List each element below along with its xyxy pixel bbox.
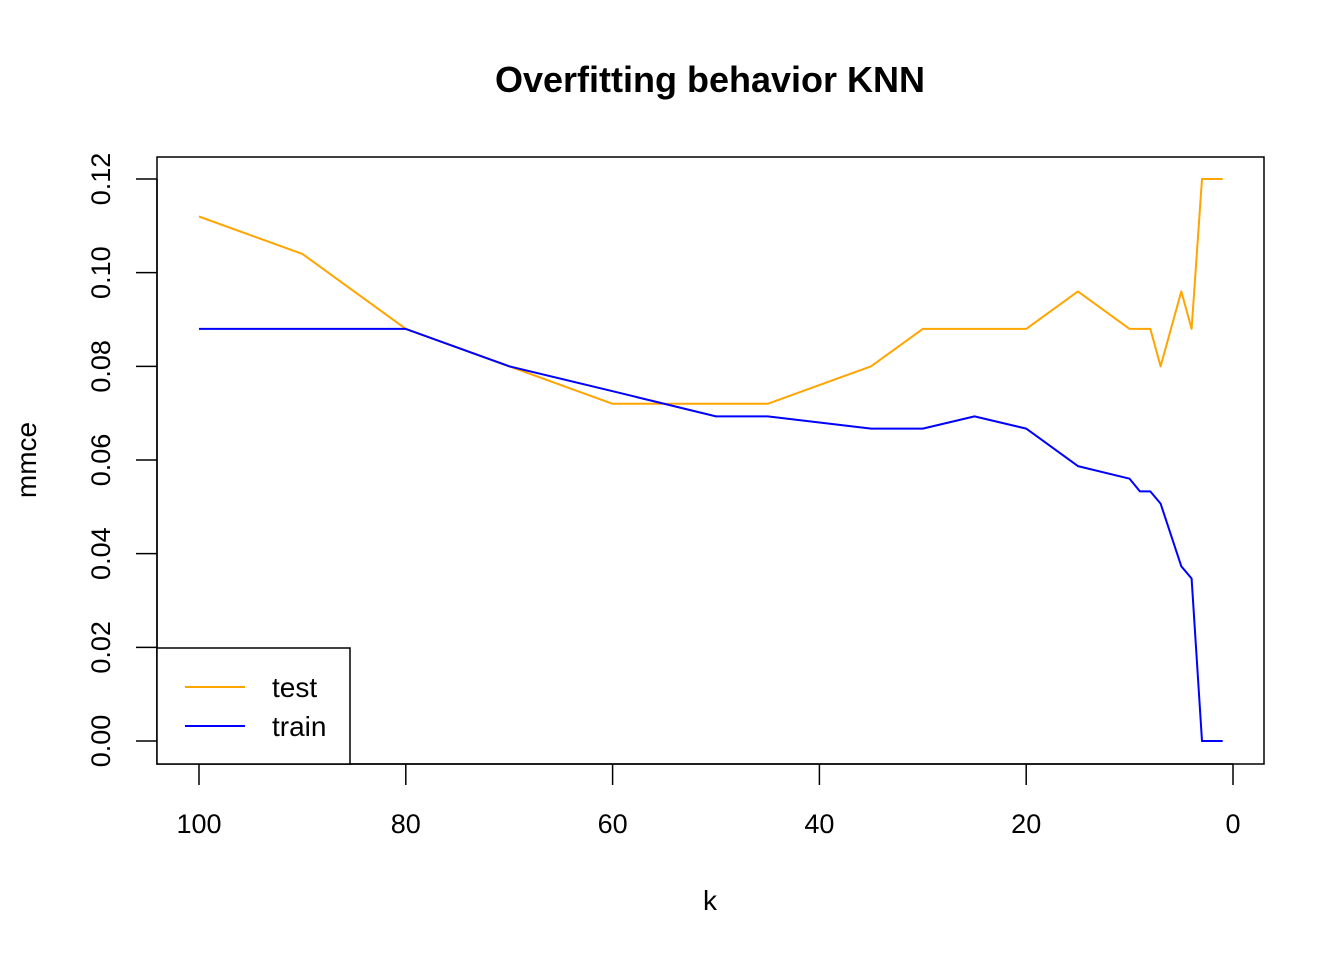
y-tick-label: 0.00 bbox=[86, 715, 116, 768]
y-tick-label: 0.12 bbox=[86, 153, 116, 206]
x-tick-label: 80 bbox=[391, 809, 421, 839]
series-line-train bbox=[199, 327, 1223, 742]
series-layer bbox=[198, 178, 1223, 742]
y-axis-label: mmce bbox=[11, 422, 42, 498]
x-axis-label: k bbox=[703, 885, 718, 916]
chart-title: Overfitting behavior KNN bbox=[495, 59, 925, 100]
series-line-test bbox=[198, 178, 1223, 405]
y-axis: 0.00 0.02 0.04 0.06 0.08 0.10 0.12 bbox=[86, 153, 158, 768]
legend-label-test: test bbox=[272, 672, 317, 703]
y-tick-label: 0.06 bbox=[86, 434, 116, 487]
y-tick-label: 0.10 bbox=[86, 246, 116, 299]
legend-box bbox=[156, 647, 351, 765]
y-tick-label: 0.04 bbox=[86, 527, 116, 580]
x-tick-label: 100 bbox=[176, 809, 221, 839]
x-axis: 100 80 60 40 20 0 bbox=[176, 763, 1241, 839]
x-tick-label: 20 bbox=[1011, 809, 1041, 839]
x-tick-label: 0 bbox=[1225, 809, 1240, 839]
x-tick-label: 60 bbox=[598, 809, 628, 839]
x-tick-label: 40 bbox=[804, 809, 834, 839]
y-tick-label: 0.08 bbox=[86, 340, 116, 393]
legend-label-train: train bbox=[272, 711, 326, 742]
y-tick-label: 0.02 bbox=[86, 621, 116, 674]
legend: test train bbox=[156, 647, 351, 765]
